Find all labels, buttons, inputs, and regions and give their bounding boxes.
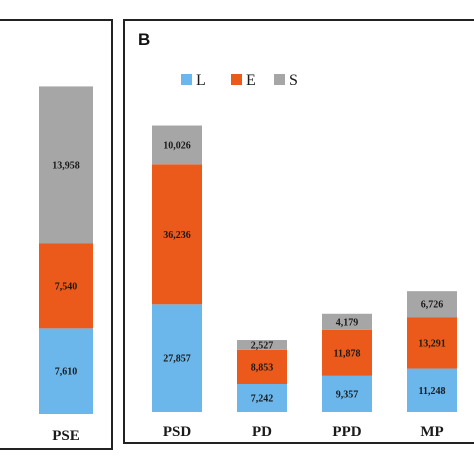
panel-a-frame: [0, 19, 113, 450]
bar-segment-L-pse: [39, 328, 93, 414]
data-label-E-pd: 8,853: [251, 362, 274, 373]
data-label-E-pse: 7,540: [55, 281, 78, 292]
bar-segment-L-pd: [237, 384, 287, 412]
data-label-S-psd: 10,026: [163, 140, 191, 151]
legend-swatch-S: [274, 74, 285, 85]
legend-label-S: S: [289, 72, 298, 89]
bar-segment-E-psd: [152, 164, 202, 305]
category-label-mp: MP: [420, 424, 443, 440]
bar-segment-L-psd: [152, 304, 202, 412]
bar-segment-E-mp: [407, 317, 457, 369]
data-label-L-mp: 11,248: [419, 386, 446, 397]
bar-segment-E-pd: [237, 349, 287, 385]
panel-b-letter: B: [138, 30, 150, 49]
legend-swatch-E: [231, 74, 242, 85]
panel-b-bars: 27,857 36,236 10,026 PSD 7,242 8,853 2,527 PD 9,…: [152, 125, 457, 440]
legend-label-E: E: [246, 72, 256, 89]
data-label-E-psd: 36,236: [163, 230, 191, 241]
bar-segment-S-pse: [39, 86, 93, 244]
data-label-S-pd: 2,527: [251, 340, 274, 351]
legend-label-L: L: [196, 72, 206, 89]
bar-segment-S-ppd: [322, 313, 372, 330]
data-label-S-pse: 13,958: [52, 160, 80, 171]
data-label-S-ppd: 4,179: [336, 317, 359, 328]
bar-segment-L-mp: [407, 368, 457, 412]
panel-a: 7,610 7,540 13,958 PSE: [0, 19, 113, 450]
category-label-pse: PSE: [52, 428, 80, 444]
data-label-L-psd: 27,857: [163, 354, 191, 365]
bar-segment-S-mp: [407, 291, 457, 318]
data-label-L-ppd: 9,357: [336, 389, 359, 400]
category-label-psd: PSD: [163, 424, 192, 440]
category-label-pd: PD: [252, 424, 272, 440]
bar-segment-L-ppd: [322, 375, 372, 412]
data-label-L-pse: 7,610: [55, 367, 78, 378]
category-label-ppd: PPD: [332, 424, 361, 440]
bar-segment-E-pse: [39, 243, 93, 329]
data-label-L-pd: 7,242: [251, 394, 274, 405]
bar-segment-S-pd: [237, 340, 287, 350]
data-label-S-mp: 6,726: [421, 300, 444, 311]
bar-segment-E-ppd: [322, 329, 372, 376]
bar-segment-S-psd: [152, 125, 202, 165]
legend-swatch-L: [181, 74, 192, 85]
panel-b: B L E S 27,857 36,236 10,026 PSD 7,242 8,853 2,5…: [123, 19, 474, 444]
data-label-E-ppd: 11,878: [334, 348, 361, 359]
panel-a-bars: 7,610 7,540 13,958 PSE: [39, 86, 93, 444]
panel-b-frame: [123, 19, 474, 444]
data-label-E-mp: 13,291: [418, 338, 446, 349]
